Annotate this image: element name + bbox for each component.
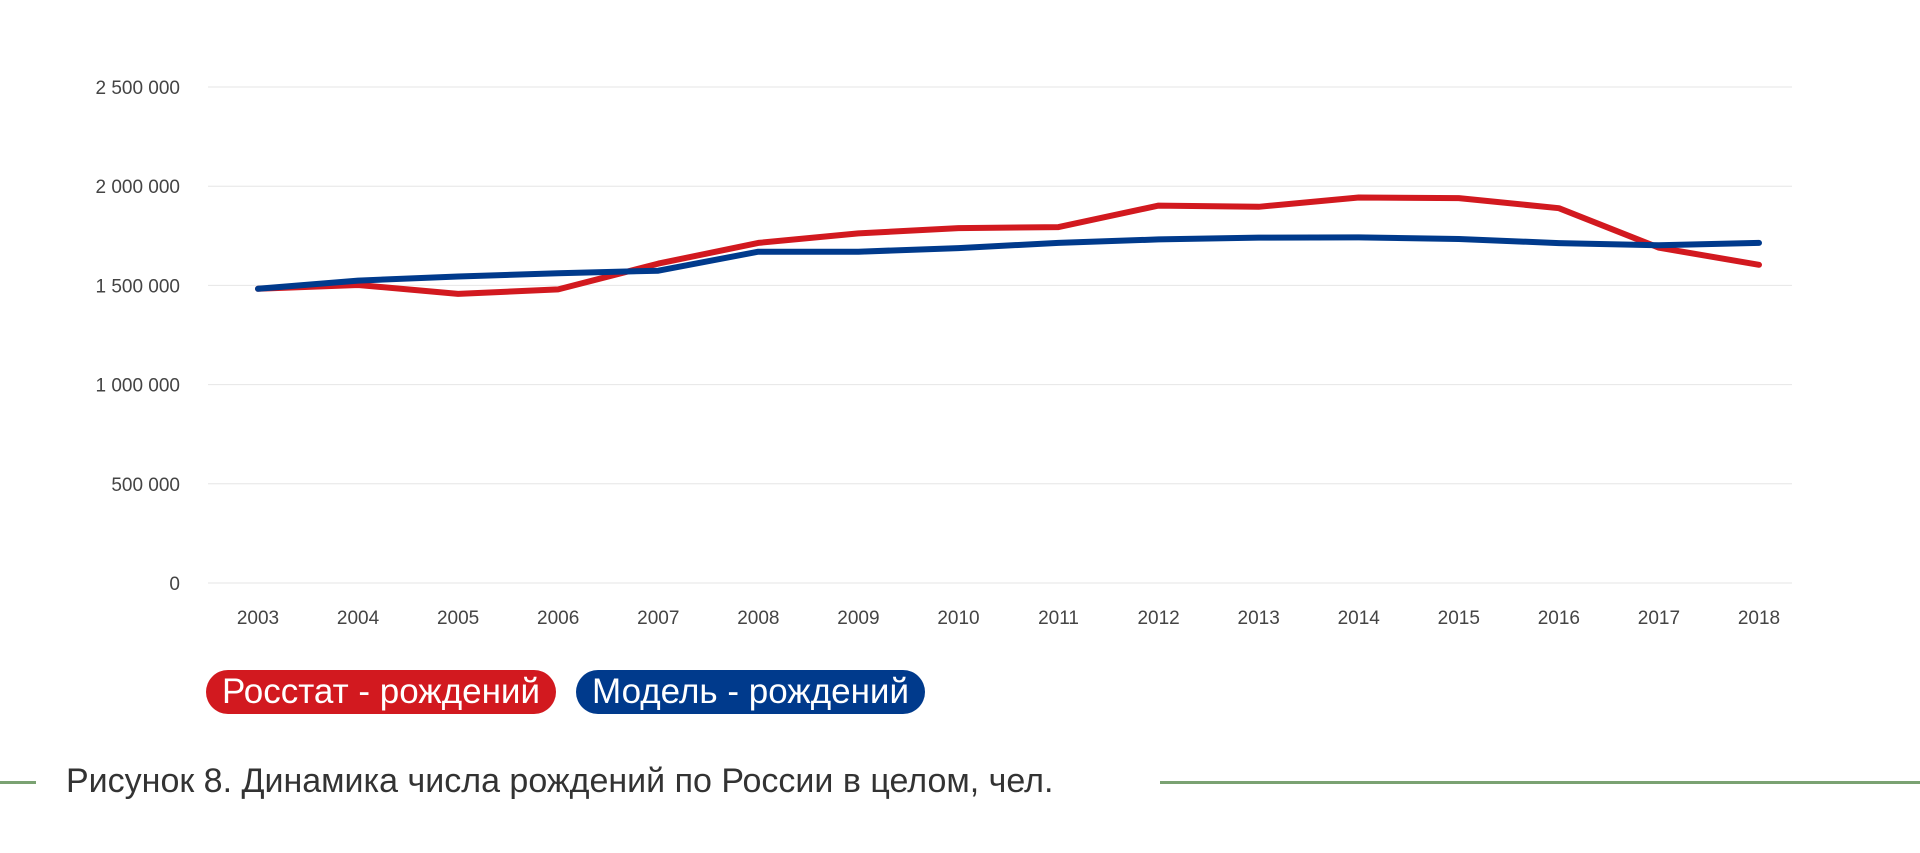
y-tick-label: 500 000 [111, 475, 180, 496]
legend-entry-rosstat: Росстат - рождений [206, 670, 557, 714]
x-tick-label: 2018 [1738, 608, 1780, 629]
series-line-model [255, 234, 1762, 292]
x-tick-label: 2013 [1238, 608, 1280, 629]
x-tick-label: 2005 [437, 608, 479, 629]
x-tick-label: 2012 [1137, 608, 1179, 629]
x-tick-label: 2003 [237, 608, 279, 629]
y-tick-label: 0 [169, 574, 180, 595]
x-tick-label: 2015 [1438, 608, 1480, 629]
y-axis-tick-labels: 0 500 000 1 000 000 1 500 000 2 000 000 2 500… [95, 78, 180, 595]
x-tick-label: 2007 [637, 608, 679, 629]
legend: Росстат - рождений Модель - рождений [206, 670, 926, 714]
x-tick-label: 2006 [537, 608, 579, 629]
legend-entry-model: Модель - рождений [576, 670, 926, 714]
line-chart: 0 500 000 1 000 000 1 500 000 2 000 000 2 500… [95, 78, 1792, 629]
figure-caption-row: Рисунок 8. Динамика числа рождений по Ро… [0, 756, 1920, 806]
x-tick-label: 2004 [337, 608, 380, 629]
y-tick-label: 2 000 000 [95, 177, 180, 198]
x-tick-label: 2011 [1038, 608, 1079, 629]
x-tick-label: 2014 [1338, 608, 1381, 629]
x-tick-label: 2009 [837, 608, 879, 629]
y-tick-label: 2 500 000 [95, 78, 180, 99]
x-tick-label: 2010 [937, 608, 979, 629]
x-tick-label: 2017 [1638, 608, 1680, 629]
y-tick-label: 1 000 000 [95, 376, 180, 397]
x-axis-tick-labels: 2003 2004 2005 2006 2007 2008 2009 2010 2011 2012… [237, 608, 1780, 629]
series-lines [255, 194, 1762, 297]
y-tick-label: 1 500 000 [95, 276, 180, 297]
x-tick-label: 2016 [1538, 608, 1580, 629]
series-line-rosstat [255, 194, 1762, 297]
grid-lines [208, 86, 1792, 584]
caption-divider-right [1160, 781, 1920, 784]
caption-divider-left [0, 781, 36, 784]
x-tick-label: 2008 [737, 608, 779, 629]
figure-caption: Рисунок 8. Динамика числа рождений по Ро… [66, 762, 1054, 800]
